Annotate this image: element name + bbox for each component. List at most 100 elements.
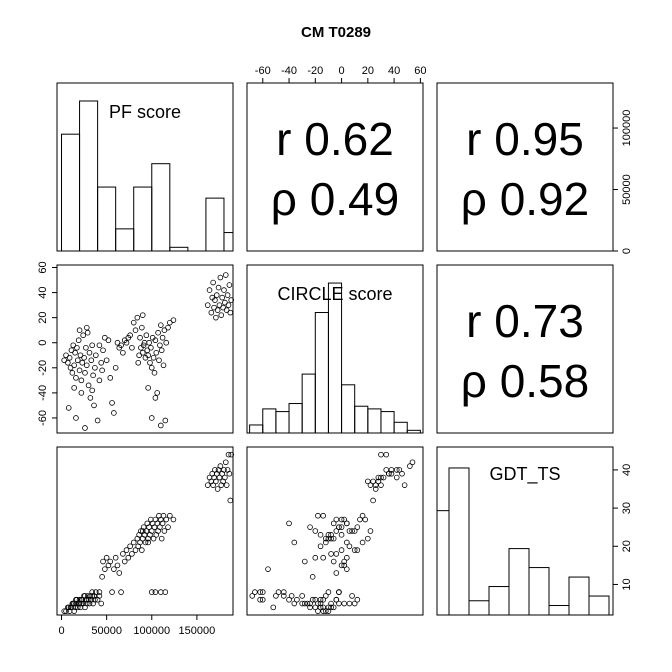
scatter-point: [273, 593, 279, 599]
scatter-point: [226, 282, 233, 288]
scatter-point: [163, 516, 170, 523]
scatter-point: [222, 474, 228, 481]
scatter-point: [330, 604, 337, 611]
scatter-point: [82, 370, 88, 376]
scatter-point: [315, 512, 321, 519]
scatter-point: [365, 535, 371, 542]
scatter-point: [92, 596, 98, 603]
scatter-point: [333, 570, 340, 576]
scatter-point: [309, 574, 316, 580]
scatter-point: [148, 344, 154, 351]
tick-label: 60: [414, 65, 426, 77]
scatter-point: [157, 422, 164, 429]
scatter-point: [160, 512, 167, 519]
scatter-point: [65, 359, 71, 366]
histogram-bar: [314, 312, 329, 434]
scatter-point: [165, 324, 171, 331]
scatter-point: [134, 314, 141, 321]
scatter-point: [341, 562, 347, 569]
scatter-point: [317, 596, 324, 603]
scatter-point: [344, 554, 350, 561]
scatter-point: [143, 332, 150, 339]
scatter-point: [129, 551, 135, 557]
histogram-bar: [367, 408, 382, 434]
scatter-point: [159, 520, 166, 527]
scatter-point: [83, 324, 90, 331]
scatter-point: [312, 604, 319, 611]
histogram-bar: [488, 586, 510, 616]
histogram-bar: [528, 567, 550, 616]
tick-label: 20: [621, 540, 633, 552]
scatter-point: [325, 535, 332, 542]
scatter-point: [214, 307, 221, 313]
scatter-point: [328, 604, 334, 611]
scatter-point: [105, 337, 112, 344]
scatter-point: [213, 478, 219, 485]
scatter-point: [354, 524, 361, 530]
scatter-point: [393, 474, 400, 481]
scatter-point: [145, 352, 151, 359]
panel-frame: [246, 446, 424, 616]
histogram-bar: [288, 403, 303, 434]
scatter-point: [100, 558, 106, 565]
scatter-point: [147, 359, 153, 366]
scatter-point: [291, 539, 298, 546]
tick-label: -20: [307, 65, 323, 77]
correlation-r-label: r 0.62: [276, 113, 394, 165]
scatter-point: [96, 589, 103, 595]
scatter-point: [323, 593, 329, 599]
scatter-point: [158, 347, 165, 354]
scatter-point: [386, 470, 392, 477]
panel-frame: [436, 264, 614, 434]
panel-corr-circle-gdt: r 0.73 ρ 0.58: [436, 264, 614, 434]
scatter-point: [333, 551, 340, 557]
scatter-point: [99, 367, 105, 374]
scatter-point: [349, 528, 355, 534]
scatter-point: [338, 562, 345, 569]
scatter-point: [102, 566, 108, 572]
scatter-point: [325, 604, 332, 611]
scatter-point: [73, 415, 79, 421]
scatter-point: [217, 274, 224, 281]
tick-label: 0: [339, 65, 345, 77]
scatter-point: [170, 516, 177, 523]
scatter-point: [148, 589, 155, 595]
scatter-point: [328, 600, 334, 607]
scatter-point: [367, 482, 374, 488]
scatter-point: [299, 593, 305, 599]
scatter-point: [323, 539, 329, 546]
scatter-point: [89, 593, 95, 599]
histogram-bar: [354, 405, 369, 434]
scatter-point: [325, 608, 332, 614]
tick-label: 40: [388, 65, 400, 77]
scatter-point: [161, 528, 168, 534]
scatter-point: [375, 474, 382, 481]
tick-label: 20: [362, 65, 374, 77]
scatter-point: [85, 382, 92, 389]
scatter-point: [217, 463, 224, 469]
scatter-point: [90, 372, 96, 379]
scatter-point: [396, 467, 403, 473]
scatter-point: [226, 470, 233, 477]
scatter-point: [83, 596, 90, 603]
scatter-point: [210, 482, 216, 488]
scatter-point: [204, 482, 211, 488]
tick-label: -20: [37, 360, 49, 376]
scatter-point: [346, 600, 353, 607]
scatter-point: [78, 390, 85, 396]
histogram-bar: [393, 421, 408, 434]
scatter-point: [145, 539, 151, 546]
scatter-point: [71, 385, 77, 391]
scatter-point: [151, 524, 158, 530]
scatter-point: [123, 547, 130, 553]
scatter-point: [107, 558, 114, 565]
scatter-point: [159, 334, 166, 341]
scatter-point: [130, 319, 137, 326]
histogram-bar: [508, 548, 530, 616]
scatter-point: [344, 520, 350, 527]
scatter-point: [401, 482, 408, 488]
histogram-bar: [468, 600, 490, 616]
scatter-point: [152, 589, 159, 595]
panel-gdt-ts-hist: GDT_TS: [436, 446, 614, 616]
scatter-point: [140, 342, 147, 349]
